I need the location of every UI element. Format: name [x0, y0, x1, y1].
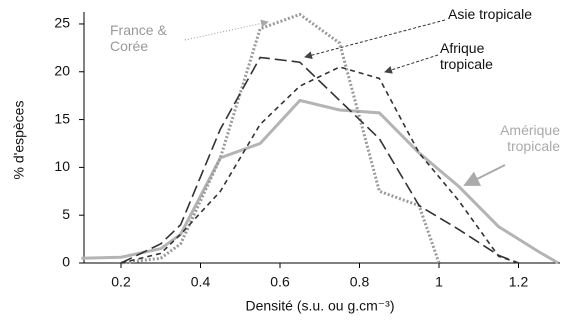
- x-axis-label: Densité (s.u. ou g.cm⁻³): [246, 298, 395, 314]
- series-label: Asie tropicale: [448, 6, 533, 22]
- series-line: [81, 98, 559, 265]
- y-tick-label: 0: [62, 254, 70, 270]
- x-tick-label: 0.2: [111, 274, 131, 290]
- series-line: [120, 56, 519, 264]
- series-line: [120, 66, 519, 264]
- y-tick-label: 10: [54, 158, 70, 174]
- arrow: [184, 19, 269, 41]
- series-line: [120, 12, 441, 265]
- y-tick-label: 25: [54, 15, 70, 31]
- arrow: [384, 54, 439, 74]
- arrow: [463, 164, 506, 186]
- series-label: Amérique tropicale: [500, 122, 560, 154]
- series-label: France & Corée: [110, 22, 167, 54]
- x-tick-label: 0.8: [350, 274, 370, 290]
- y-tick-label: 15: [54, 110, 70, 126]
- x-tick-label: 1: [435, 274, 443, 290]
- y-tick-label: 20: [54, 62, 70, 78]
- arrow: [304, 19, 446, 60]
- series-label: Afrique tropicale: [440, 40, 493, 72]
- x-tick-label: 0.6: [270, 274, 290, 290]
- x-tick-label: 0.4: [191, 274, 211, 290]
- y-axis-label: % d'espèces: [11, 101, 27, 180]
- x-tick-label: 1.2: [509, 274, 529, 290]
- annotation-arrows: [184, 19, 506, 186]
- y-tick-label: 5: [62, 206, 70, 222]
